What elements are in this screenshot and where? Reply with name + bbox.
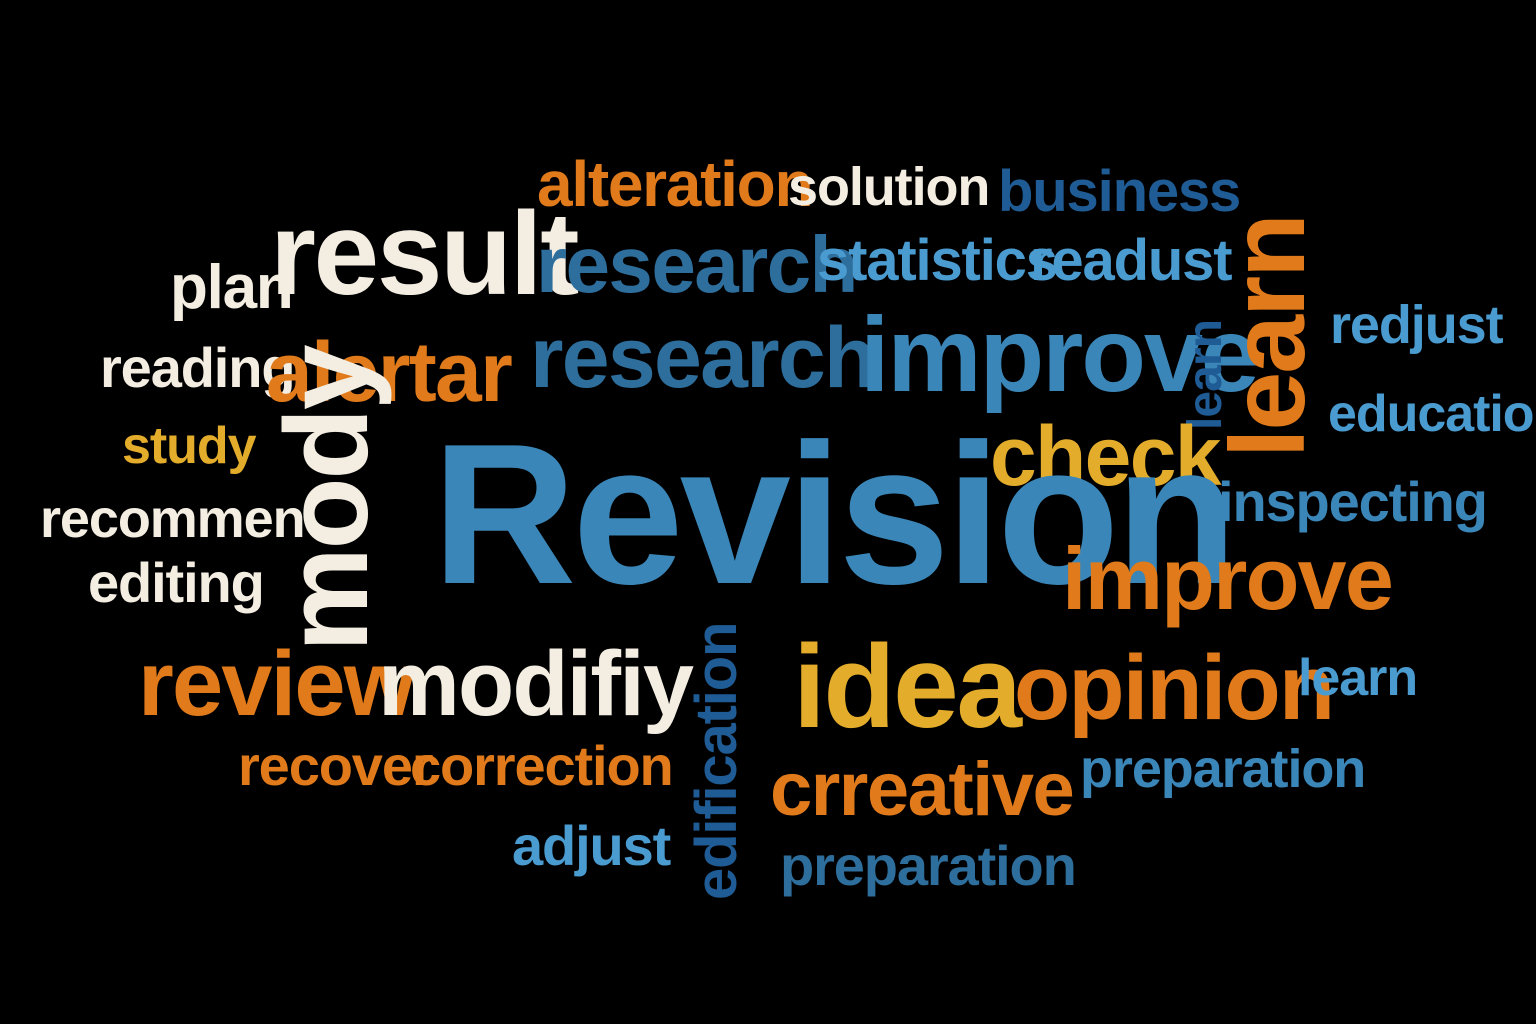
word-modifiy: modifiy [378,633,694,735]
word-improve-blue: improve [860,296,1260,414]
word-readust: readust [1030,228,1233,293]
word-revision: Revision [432,403,1238,626]
word-editing: editing [88,551,265,614]
word-plan: plan [170,253,294,322]
word-statistics: statistics [817,228,1058,293]
word-reading: reading [100,336,296,399]
word-inspecting: inspecting [1218,470,1488,533]
word-study: study [122,417,257,475]
word-research-top: research [536,220,858,309]
word-preparation-bottom: preparation [780,834,1077,897]
word-learn: learn [1298,649,1418,707]
word-preparation-right: preparation [1080,739,1366,799]
word-redjust: redjust [1330,295,1504,355]
word-crreative: crreative [770,747,1075,832]
word-adjust: adjust [512,814,671,877]
word-edification-vertical: edification [684,622,749,900]
word-recommen: recommen [40,489,306,549]
word-alteration: alteration [537,148,814,220]
word-improve-orange: improve [1062,529,1394,628]
word-recover: recover [238,734,434,797]
word-mody-vertical: mody [261,346,393,652]
word-correction: correction [410,734,674,797]
word-opinion: opinion [1014,637,1335,739]
word-review: review [138,633,415,735]
word-research: research [530,310,877,406]
word-idea: idea [793,621,1022,753]
word-business: business [998,159,1241,224]
word-education: education [1328,385,1536,443]
word-alertar: alertar [266,325,513,419]
word-solution: solution [788,157,990,217]
word-check: check [990,409,1221,503]
word-result: result [270,188,580,320]
